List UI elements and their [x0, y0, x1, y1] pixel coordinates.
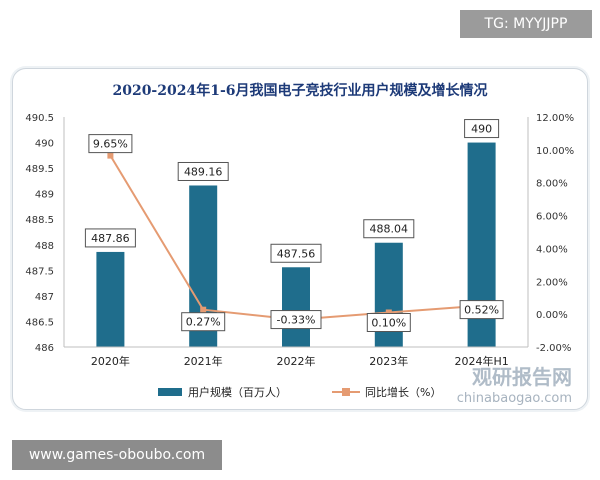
bar — [282, 267, 310, 347]
bar-value-label-box — [84, 228, 136, 248]
bar-value-label: 490 — [471, 123, 492, 136]
x-tick-label: 2023年 — [369, 354, 408, 368]
left-tick-label: 489 — [35, 190, 54, 201]
bar-value-label-box — [464, 119, 500, 139]
left-tick-label: 486 — [35, 343, 54, 354]
legend-bar-label: 用户规模（百万人） — [188, 385, 287, 399]
bar-value-label: 488.04 — [370, 223, 409, 236]
right-tick-label: 8.00% — [536, 179, 568, 190]
bar-value-label-group: 487.86 — [84, 228, 136, 248]
bar-value-label-box — [177, 161, 229, 181]
growth-value-label-group: 0.52% — [459, 300, 504, 320]
growth-value-label: -0.33% — [277, 314, 316, 327]
right-axis: 12.00% 10.00% 8.00% 6.00% 4.00% 2.00% 0.00% -2.… — [527, 113, 574, 354]
bar-value-label: 487.56 — [277, 247, 316, 260]
x-tick-label: 2022年 — [277, 354, 316, 368]
growth-value-label-box — [270, 310, 322, 330]
growth-point — [200, 306, 207, 313]
bar-value-label-group: 490 — [464, 119, 500, 139]
right-tick-label: 0.00% — [536, 310, 568, 321]
left-tick-label: 486.5 — [25, 317, 54, 328]
tg-badge: TG: MYYJJPP — [460, 10, 592, 38]
watermark-domain: chinabaogao.com — [457, 391, 572, 406]
right-tick-label: 10.00% — [536, 146, 574, 157]
watermark: 观研报告网 chinabaogao.com — [457, 365, 572, 406]
growth-value-label-box — [459, 300, 504, 320]
growth-value-label: 0.10% — [371, 317, 406, 330]
left-tick-label: 490.5 — [25, 113, 54, 124]
right-tick-label: -2.00% — [536, 343, 571, 354]
right-tick-label: 4.00% — [536, 244, 568, 255]
chart-title: 2020-2024年1-6月我国电子竞技行业用户规模及增长情况 — [112, 82, 487, 99]
x-tick-label: 2021年 — [184, 354, 223, 368]
left-tick-label: 488 — [35, 241, 54, 252]
bar-value-label-group: 489.16 — [177, 161, 229, 181]
bar-value-label-group: 487.56 — [270, 243, 322, 263]
growth-value-label-group: -0.33% — [270, 310, 322, 330]
x-tick-label: 2024年H1 — [454, 354, 508, 368]
right-tick-label: 6.00% — [536, 212, 568, 223]
watermark-brand: 观研报告网 — [472, 365, 572, 389]
left-axis: 490.5 490 489.5 489 488.5 488 487.5 487 486.5 486 — [25, 113, 65, 354]
growth-point — [107, 152, 114, 159]
bar-value-label: 487.86 — [91, 232, 130, 245]
growth-value-label: 9.65% — [93, 138, 128, 151]
growth-value-label: 0.52% — [464, 304, 499, 317]
x-axis: 2020年 2021年 2022年 2023年 2024年H1 — [64, 346, 528, 368]
right-tick-label: 2.00% — [536, 277, 568, 288]
growth-value-label-box — [181, 312, 226, 332]
growth-value-label-box — [88, 134, 133, 154]
legend: 用户规模（百万人） 同比增长（%） — [158, 385, 441, 399]
legend-line-label: 同比增长（%） — [365, 385, 441, 399]
bar-value-label-box — [270, 243, 322, 263]
right-tick-label: 12.00% — [536, 113, 574, 124]
x-tick-label: 2020年 — [91, 354, 130, 368]
growth-value-label-group: 0.27% — [181, 312, 226, 332]
growth-value-label-box — [366, 313, 411, 332]
footer-url: www.games-oboubo.com — [12, 440, 222, 470]
left-tick-label: 490 — [35, 139, 54, 150]
bar-value-label: 489.16 — [184, 165, 223, 178]
left-tick-label: 488.5 — [25, 215, 54, 226]
left-tick-label: 487.5 — [25, 266, 54, 277]
growth-value-label: 0.27% — [186, 316, 221, 329]
bar-value-label-box — [363, 219, 415, 239]
left-tick-label: 487 — [35, 292, 54, 303]
legend-line-marker — [342, 388, 350, 396]
legend-bar-swatch — [158, 388, 182, 396]
growth-point — [385, 309, 392, 316]
labels: 487.86 489.16 487.56 488.04 490 9.65% 0.27% -0.… — [84, 119, 504, 332]
left-tick-label: 489.5 — [25, 164, 54, 175]
bar-value-label-group: 488.04 — [363, 219, 415, 239]
bar — [96, 251, 125, 347]
growth-value-label-group: 9.65% — [88, 134, 133, 154]
growth-value-label-group: 0.10% — [366, 313, 411, 332]
